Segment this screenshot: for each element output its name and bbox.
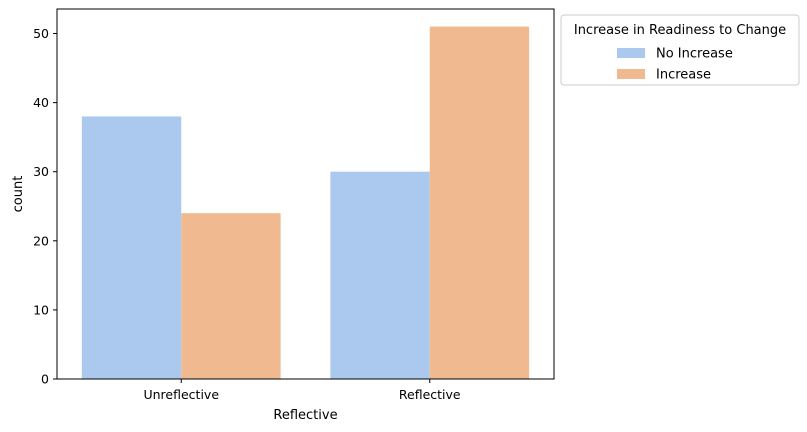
- bar-1-0: [330, 171, 430, 379]
- y-tick-label-3: 30: [33, 164, 49, 179]
- y-axis-label: count: [11, 176, 26, 213]
- bar-0-0: [81, 116, 182, 379]
- legend-title: Increase in Readiness to Change: [574, 23, 786, 38]
- bar-0-1: [181, 213, 281, 379]
- legend-label-1: Increase: [656, 68, 711, 83]
- x-axis-ticks: Unreflective Reflective: [143, 379, 461, 402]
- legend-label-0: No Increase: [656, 47, 733, 62]
- y-tick-label-4: 40: [33, 95, 49, 110]
- legend-box: [560, 14, 800, 86]
- bar-1-1: [429, 26, 530, 379]
- bars-group: [81, 26, 530, 379]
- y-tick-label-1: 10: [33, 302, 49, 317]
- y-axis-ticks: 0 10 20 30 40 50: [33, 26, 57, 387]
- x-tick-label-1: Reflective: [399, 387, 461, 402]
- y-tick-label-2: 20: [33, 233, 49, 248]
- x-axis-label: Reflective: [273, 408, 337, 423]
- plot-frame: [56, 8, 555, 380]
- legend-swatch-0: [617, 48, 645, 58]
- y-tick-label-5: 50: [33, 26, 49, 41]
- legend-swatch-1: [617, 69, 645, 79]
- y-tick-label-0: 0: [41, 372, 49, 387]
- x-tick-label-0: Unreflective: [143, 387, 219, 402]
- legend-items: No Increase Increase: [617, 47, 733, 83]
- legend: Increase in Readiness to Change No Incre…: [560, 14, 800, 86]
